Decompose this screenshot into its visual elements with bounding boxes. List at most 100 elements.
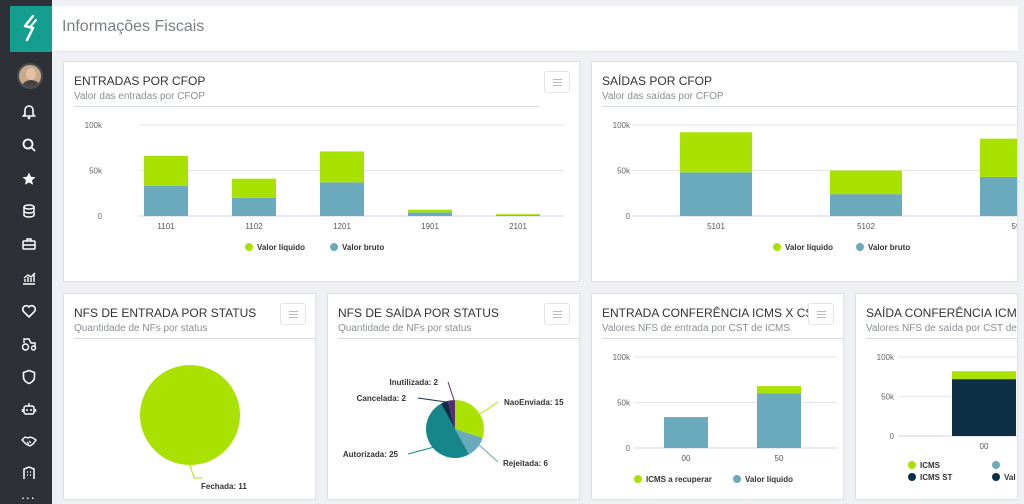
pie-label: Fechada: 11: [201, 482, 247, 491]
y-tick-label: 50k: [617, 399, 631, 408]
card-title: SAÍDA CONFERÊNCIA ICMS X CST: [866, 306, 1017, 320]
user-avatar[interactable]: [17, 63, 43, 89]
card-title: NFS DE ENTRADA POR STATUS: [74, 306, 257, 320]
handshake-icon[interactable]: [18, 430, 40, 452]
legend-marker: [908, 473, 916, 481]
pie-leader: [477, 443, 499, 463]
chart-icon[interactable]: [18, 267, 40, 289]
legend-marker: [634, 475, 642, 483]
more-icon[interactable]: ...: [21, 486, 36, 502]
bar-ICMS a recuperar: [757, 386, 801, 394]
chart-menu-button[interactable]: [544, 71, 570, 93]
pie-leader: [417, 397, 447, 403]
bell-icon[interactable]: [18, 101, 40, 123]
star-icon[interactable]: [18, 168, 40, 190]
bar-Valor líquido: [830, 170, 902, 195]
legend-label: Val: [1004, 473, 1016, 482]
legend-label: Valor líquido: [257, 243, 305, 252]
y-tick-label: 100k: [613, 121, 631, 130]
bar-ICMS: [952, 371, 1016, 380]
bar-Valor líquido: [408, 209, 452, 213]
card-title: NFS DE SAÍDA POR STATUS: [338, 306, 499, 320]
bar-Valor líquido: [232, 178, 276, 198]
legend-label: ICMS: [920, 461, 941, 470]
brand-logo[interactable]: [10, 6, 52, 52]
card-saidas-cfop: SAÍDAS POR CFOP Valor das saídas por CFO…: [591, 61, 1018, 282]
card-title: ENTRADAS POR CFOP: [74, 74, 206, 88]
bar-Valor bruto: [232, 197, 276, 216]
legend-label: Valor líquido: [785, 243, 833, 252]
page-title: Informações Fiscais: [62, 18, 205, 35]
legend-marker: [330, 243, 338, 251]
robot-icon[interactable]: [18, 398, 40, 420]
bar-Valor líquido: [496, 214, 540, 216]
card-nfs-entrada: NFS DE ENTRADA POR STATUS Quantidade de …: [63, 293, 316, 500]
briefcase-icon[interactable]: [18, 233, 40, 255]
pie-slice-Fechada: [140, 365, 240, 465]
x-tick-label: 5101: [707, 222, 725, 231]
y-tick-label: 0: [98, 212, 103, 221]
card-entrada-icms: ENTRADA CONFERÊNCIA ICMS X CST Valores N…: [591, 293, 844, 500]
x-tick-label: 5102: [857, 222, 875, 231]
legend-marker: [992, 473, 1000, 481]
bar-Valor líquido: [320, 151, 364, 183]
card-title: SAÍDAS POR CFOP: [602, 74, 713, 88]
chart-nfs-saida: NaoEnviada: 15 Rejeitada: 6 Autorizada: 25…: [343, 378, 564, 468]
bar-Valor líquido: [757, 393, 801, 448]
legend-marker: [856, 243, 864, 251]
chart-menu-button[interactable]: [808, 303, 834, 325]
x-tick-label: 2101: [509, 222, 527, 231]
bar-Valor bruto: [144, 185, 188, 216]
legend-marker: [908, 461, 916, 469]
pie-leader: [407, 445, 439, 455]
bar-Valor líquido: [144, 155, 188, 186]
pie-slice-Cancelada: [441, 400, 455, 429]
card-subtitle: Quantidade de NFs por status: [338, 323, 472, 334]
bar-Valor líquido: [680, 132, 752, 173]
bar-ICMS ST: [952, 379, 1016, 436]
bar-Valor líquido: [664, 417, 708, 448]
chart-menu-button[interactable]: [544, 303, 570, 325]
bar-Valor bruto: [320, 182, 364, 216]
pie-leader: [189, 464, 202, 479]
y-tick-label: 0: [626, 212, 631, 221]
chart-menu-button[interactable]: [280, 303, 306, 325]
database-icon[interactable]: [18, 200, 40, 222]
chart-saida-icms: 0 50k 100k 00 ICMS ICMS ST Val: [877, 353, 1017, 482]
logo-mark-icon: [23, 14, 37, 42]
legend-marker: [733, 475, 741, 483]
bar-Valor bruto: [830, 194, 902, 216]
bar-Valor bruto: [496, 215, 540, 216]
pie-label: Cancelada: 2: [357, 394, 407, 403]
pie-label: Autorizada: 25: [343, 450, 399, 459]
x-tick-label: 1102: [245, 222, 263, 231]
pie-slice-Autorizada: [426, 403, 469, 458]
card-title: ENTRADA CONFERÊNCIA ICMS X CST: [602, 306, 821, 320]
shield-icon[interactable]: [18, 366, 40, 388]
y-tick-label: 50k: [881, 393, 895, 402]
x-tick-label: 00: [980, 442, 989, 451]
tractor-icon[interactable]: [18, 333, 40, 355]
card-subtitle: Valores NFS de entrada por CST de ICMS: [602, 323, 791, 334]
legend-label: Valor bruto: [868, 243, 910, 252]
building-icon[interactable]: [18, 462, 40, 484]
legend-label: Valor líquido: [745, 475, 793, 484]
legend-marker: [245, 243, 253, 251]
heart-icon[interactable]: [18, 300, 40, 322]
x-tick-label: 1101: [157, 222, 175, 231]
chart-nfs-entrada: Fechada: 11: [140, 365, 247, 491]
legend-label: Valor bruto: [342, 243, 384, 252]
pie-leader: [479, 401, 499, 415]
x-tick-label: 1901: [421, 222, 439, 231]
card-subtitle: Valor das entradas por CFOP: [74, 91, 205, 102]
chart-saidas-cfop: 0 50k 100k 5101 5102 59 Valor líquido Valor bru…: [613, 121, 1017, 252]
bar-Valor líquido: [980, 138, 1017, 177]
card-saida-icms: SAÍDA CONFERÊNCIA ICMS X CST Valores NFS…: [855, 293, 1018, 500]
pie-slice-Inutilizada: [447, 400, 455, 429]
pie-slice-NaoEnviada: [455, 400, 484, 438]
sidebar: ...: [0, 0, 52, 504]
y-tick-label: 0: [626, 444, 631, 453]
pie-leader: [447, 381, 455, 401]
card-subtitle: Valor das saídas por CFOP: [602, 91, 724, 102]
search-icon[interactable]: [18, 134, 40, 156]
